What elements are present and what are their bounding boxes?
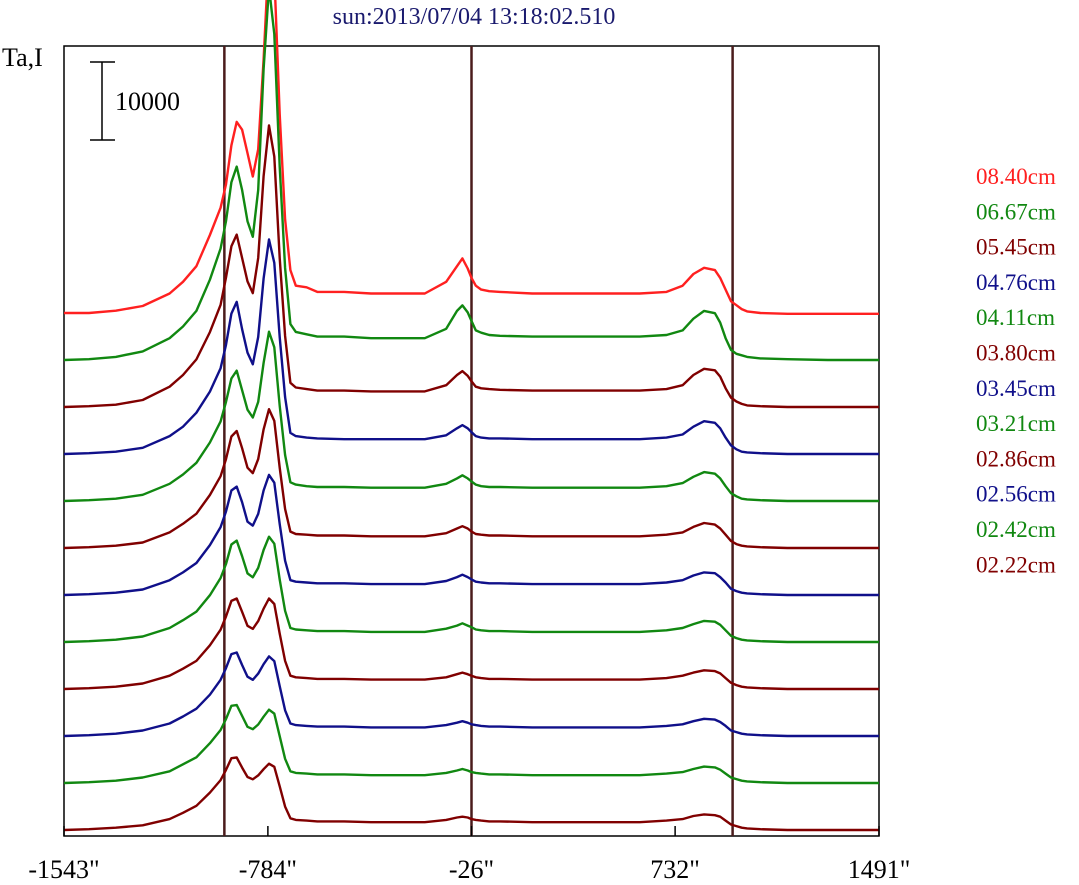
series-line-02.22cm xyxy=(63,756,879,832)
x-tick-label-2: -26" xyxy=(449,855,494,884)
series-line-04.11cm xyxy=(63,330,879,503)
series-line-02.42cm xyxy=(63,703,879,785)
legend-entry-02.22cm: 02.22cm xyxy=(976,552,1056,577)
series-line-03.45cm xyxy=(63,473,879,597)
series-line-02.56cm xyxy=(63,651,879,738)
y-axis-label: Ta,I xyxy=(2,43,43,72)
legend-entry-08.40cm: 08.40cm xyxy=(976,164,1056,189)
legend: 08.40cm 06.67cm 05.45cm 04.76cm 04.11cm 03.80… xyxy=(976,164,1056,577)
series-line-05.45cm xyxy=(63,124,879,409)
series-line-03.80cm xyxy=(63,408,879,550)
series-line-02.86cm xyxy=(63,597,879,691)
x-tick-label-4: 1491" xyxy=(848,855,911,884)
legend-entry-04.76cm: 04.76cm xyxy=(976,270,1056,295)
legend-entry-05.45cm: 05.45cm xyxy=(976,235,1056,260)
x-axis-ticks: -1543" -784" -26" 732" 1491" xyxy=(28,826,910,884)
series-line-06.67cm xyxy=(63,0,879,362)
scale-bar-label: 10000 xyxy=(115,87,180,116)
series-layer xyxy=(63,0,879,832)
chart-title: sun:2013/07/04 13:18:02.510 xyxy=(333,4,616,30)
scale-bar: 10000 xyxy=(90,61,180,141)
series-line-04.76cm xyxy=(63,238,879,456)
x-tick-label-0: -1543" xyxy=(28,855,99,884)
legend-entry-06.67cm: 06.67cm xyxy=(976,199,1056,224)
legend-entry-02.56cm: 02.56cm xyxy=(976,482,1056,507)
x-tick-label-1: -784" xyxy=(239,855,297,884)
legend-entry-02.86cm: 02.86cm xyxy=(976,446,1056,471)
legend-entry-04.11cm: 04.11cm xyxy=(976,305,1055,330)
legend-entry-03.21cm: 03.21cm xyxy=(976,411,1056,436)
vertical-lines xyxy=(223,46,734,836)
legend-entry-03.45cm: 03.45cm xyxy=(976,376,1056,401)
series-line-08.40cm xyxy=(64,0,879,315)
x-tick-label-3: 732" xyxy=(650,855,700,884)
series-line-03.21cm xyxy=(63,535,879,644)
legend-entry-02.42cm: 02.42cm xyxy=(976,517,1056,542)
legend-entry-03.80cm: 03.80cm xyxy=(976,341,1056,366)
